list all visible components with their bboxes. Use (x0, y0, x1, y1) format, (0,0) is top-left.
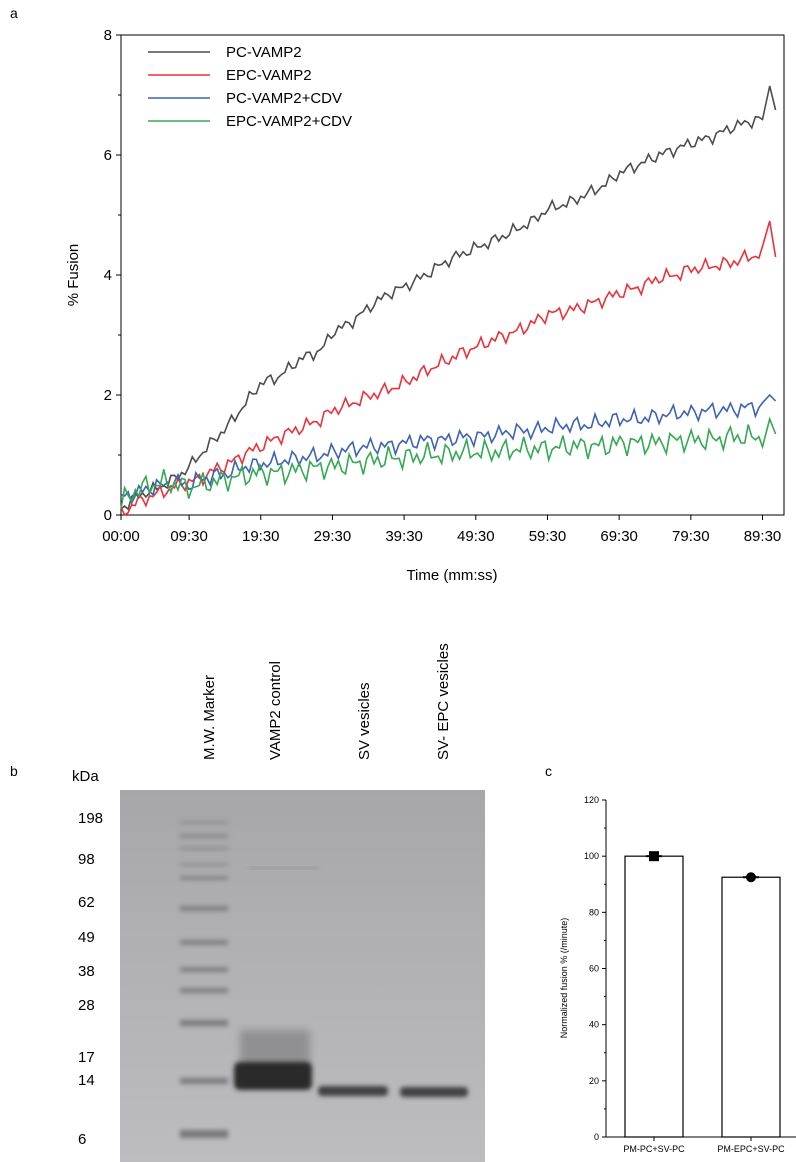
lane-labels: M.W. Marker VAMP2 control SV vesicles SV- E… (201, 643, 452, 760)
c-point-marker (649, 851, 659, 862)
y-tick-label: 8 (104, 27, 112, 44)
kda-unit-label: kDa (72, 768, 99, 785)
x-axis-ticks: 00:00 09:30 19:30 29:30 39:30 49:30 59:30 69:30… (102, 515, 781, 545)
legend: PC-VAMP2 EPC-VAMP2 PC-VAMP2+CDV EPC-VAMP2+C… (148, 44, 352, 130)
series-line-1 (120, 220, 777, 517)
legend-entry: EPC-VAMP2+CDV (226, 113, 352, 130)
c-y-tick-label: 40 (589, 1020, 599, 1030)
c-y-tick-label: 100 (584, 851, 599, 861)
molecular-weight-labels: 198 98 62 49 38 28 17 14 6 (78, 810, 103, 1148)
c-y-tick-label: 20 (589, 1076, 599, 1086)
mw-label: 17 (78, 1049, 95, 1066)
vamp2-control-bands (234, 867, 318, 1090)
mw-label: 198 (78, 810, 103, 827)
x-tick-label: 39:30 (385, 528, 423, 545)
lane-label: VAMP2 control (267, 661, 284, 760)
c-y-tick-label: 120 (584, 795, 599, 805)
panel-label-b: b (10, 763, 18, 779)
sv-epc-vesicles-band (400, 1087, 468, 1097)
lane-label: SV vesicles (356, 682, 373, 760)
gel-image (120, 790, 485, 1162)
x-axis-label: Time (mm:ss) (406, 567, 497, 584)
mw-label: 62 (78, 894, 95, 911)
mw-label: 6 (78, 1131, 86, 1148)
x-tick-label: 79:30 (672, 528, 710, 545)
c-bars: PM-PC+SV-PC PM-EPC+SV-PC (623, 851, 785, 1154)
x-tick-label: 49:30 (457, 528, 495, 545)
x-tick-label: 09:30 (170, 528, 208, 545)
c-x-tick-label: PM-PC+SV-PC (623, 1144, 685, 1154)
c-bar (624, 855, 684, 1138)
x-tick-label: 29:30 (314, 528, 352, 545)
y-tick-label: 6 (104, 147, 112, 164)
mw-label: 14 (78, 1072, 95, 1089)
fusion-line-chart: 0 2 4 6 8 00:00 09:30 19:30 29:30 39:30 49:30 59:3… (65, 27, 785, 584)
series-line-3 (120, 416, 777, 510)
x-tick-label: 89:30 (744, 528, 782, 545)
mw-label: 28 (78, 997, 95, 1014)
y-tick-label: 4 (104, 267, 112, 284)
sv-vesicles-band (318, 1086, 388, 1096)
western-blot-panel: kDa 198 98 62 49 38 28 17 14 6 M.W. Marker VAMP2 … (72, 643, 485, 1162)
legend-entry: PC-VAMP2+CDV (226, 90, 342, 107)
panel-label-c: c (545, 763, 552, 779)
mw-label: 38 (78, 963, 95, 980)
x-tick-label: 19:30 (242, 528, 280, 545)
mw-label: 49 (78, 929, 95, 946)
c-point-marker (746, 872, 756, 883)
y-tick-label: 0 (104, 507, 112, 524)
c-y-tick-label: 0 (594, 1132, 599, 1142)
mw-label: 98 (78, 851, 95, 868)
series-line-0 (120, 85, 777, 511)
x-tick-label: 59:30 (529, 528, 567, 545)
c-y-tick-label: 60 (589, 964, 599, 974)
ladder-bands (180, 821, 228, 1138)
legend-entry: PC-VAMP2 (226, 44, 302, 61)
x-tick-label: 00:00 (102, 528, 140, 545)
panel-label-a: a (10, 5, 18, 21)
c-y-tick-label: 80 (589, 907, 599, 917)
series-line-2 (120, 393, 777, 506)
series-group (120, 85, 777, 517)
legend-entry: EPC-VAMP2 (226, 67, 312, 84)
y-axis-label: % Fusion (65, 244, 82, 307)
y-tick-label: 2 (104, 387, 112, 404)
lane-label: M.W. Marker (201, 675, 218, 760)
lane-label: SV- EPC vesicles (435, 643, 452, 760)
y-axis-ticks: 0 2 4 6 8 (104, 27, 121, 524)
c-y-axis-label: Normalized fusion % (/minute) (559, 918, 569, 1039)
x-tick-label: 69:30 (600, 528, 638, 545)
c-x-tick-label: PM-EPC+SV-PC (717, 1144, 785, 1154)
c-bar (721, 876, 781, 1138)
